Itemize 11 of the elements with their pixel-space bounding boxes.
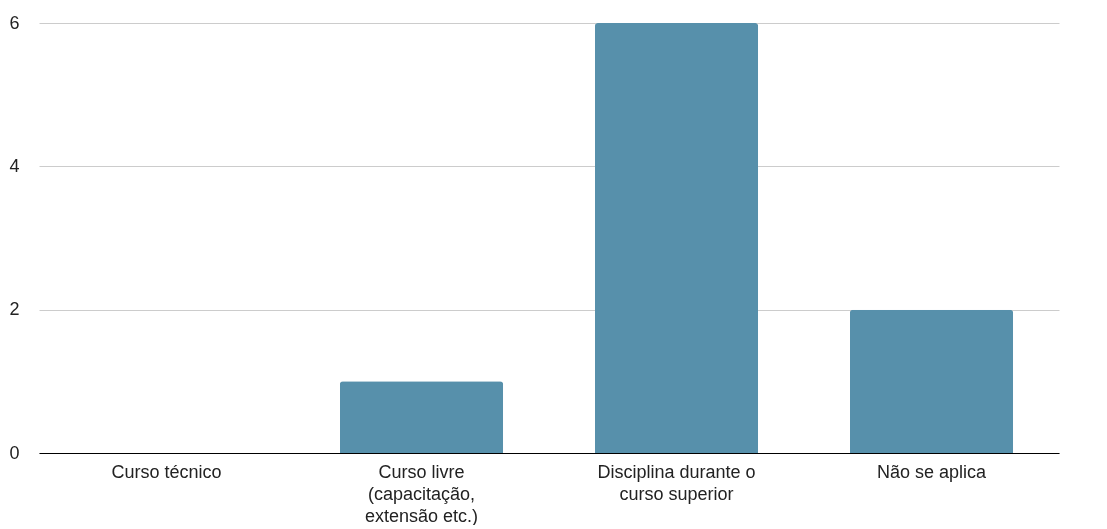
x-tick-label: Disciplina durante o curso superior <box>597 461 756 504</box>
y-tick-label: 0 <box>9 442 20 463</box>
x-tick-label: Não se aplica <box>876 461 988 482</box>
x-tick-label: Curso técnico <box>111 461 222 482</box>
bar <box>849 309 1014 453</box>
bar <box>339 381 504 453</box>
x-tick-label: Curso livre (capacitação, extensão etc.) <box>364 461 479 526</box>
y-tick-label: 6 <box>9 12 20 33</box>
bar <box>594 23 759 453</box>
y-tick-label: 4 <box>9 155 20 176</box>
y-tick-label: 2 <box>9 299 20 320</box>
